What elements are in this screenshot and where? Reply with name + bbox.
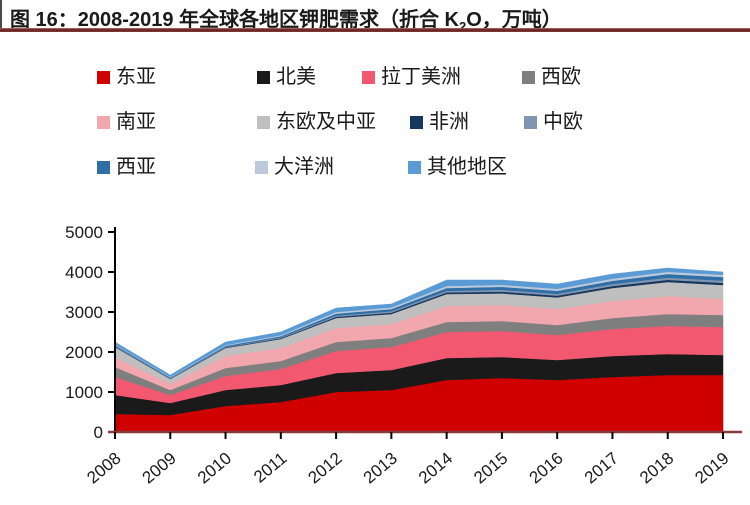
y-tick-label: 5000: [65, 223, 103, 242]
legend-item-central-europe: 中欧: [524, 107, 644, 137]
legend-swatch-east-europe-central-asia: [257, 115, 270, 129]
x-tick-label: 2016: [526, 449, 567, 488]
legend-swatch-central-europe: [524, 115, 537, 129]
x-tick-label: 2010: [194, 449, 235, 488]
y-tick-label: 1000: [65, 383, 103, 402]
legend-item-africa: 非洲: [410, 107, 524, 137]
legend-item-south-asia: 南亚: [97, 107, 257, 137]
legend-swatch-others: [408, 160, 421, 174]
y-tick-label: 3000: [65, 303, 103, 322]
figure-title-subscript: 2: [459, 19, 467, 34]
legend-swatch-south-asia: [97, 115, 110, 129]
legend-item-east-europe-central-asia: 东欧及中亚: [257, 107, 410, 137]
legend-item-latin-america: 拉丁美洲: [362, 62, 522, 92]
legend-label-east-asia: 东亚: [116, 66, 156, 88]
x-tick-label: 2011: [250, 449, 290, 487]
x-tick-label: 2009: [139, 449, 180, 488]
y-tick-label: 0: [94, 423, 103, 442]
legend-item-west-europe: 西欧: [522, 62, 642, 92]
legend-label-east-europe-central-asia: 东欧及中亚: [276, 111, 376, 133]
legend-label-west-europe: 西欧: [541, 66, 581, 88]
figure-title-text: 图 16：2008-2019 年全球各地区钾肥需求（折合 K: [10, 9, 460, 31]
legend-label-africa: 非洲: [429, 111, 469, 133]
x-tick-label: 2014: [415, 449, 456, 488]
legend-swatch-africa: [410, 115, 423, 129]
legend-row: 南亚 东欧及中亚 非洲 中欧: [97, 107, 737, 137]
legend-label-south-asia: 南亚: [116, 111, 156, 133]
legend-item-west-asia: 西亚: [97, 152, 255, 182]
stacked-area-chart: 0 1000 2000 3000 4000 5000 2008 2009 2010 2011 201…: [65, 223, 742, 488]
legend-label-west-asia: 西亚: [116, 156, 156, 178]
legend-swatch-east-asia: [97, 70, 110, 84]
legend-swatch-west-asia: [97, 160, 110, 174]
legend-label-others: 其他地区: [427, 156, 507, 178]
x-tick-label: 2018: [636, 449, 677, 488]
x-tick-label: 2008: [83, 449, 124, 488]
chart-legend: 东亚 北美 拉丁美洲 西欧南亚 东欧及中亚 非洲 中欧西亚 大洋洲 其他地区: [97, 62, 737, 197]
legend-item-east-asia: 东亚: [97, 62, 257, 92]
area-others: [114, 267, 724, 378]
legend-label-latin-america: 拉丁美洲: [381, 66, 461, 88]
x-tick-label: 2019: [691, 449, 732, 488]
y-tick-label: 4000: [65, 263, 103, 282]
legend-swatch-west-europe: [522, 70, 535, 84]
legend-swatch-north-america: [257, 70, 270, 84]
legend-row: 东亚 北美 拉丁美洲 西欧: [97, 62, 737, 92]
title-divider: [0, 28, 750, 32]
x-tick-label: 2012: [304, 449, 345, 488]
figure-title-suffix: O，万吨）: [466, 9, 562, 31]
legend-item-north-america: 北美: [257, 62, 362, 92]
legend-label-north-america: 北美: [276, 66, 316, 88]
x-tick-label: 2013: [360, 449, 401, 488]
legend-item-others: 其他地区: [408, 152, 568, 182]
legend-swatch-oceania: [255, 160, 268, 174]
x-tick-label: 2015: [470, 449, 511, 488]
chart-area: 0 1000 2000 3000 4000 5000 2008 2009 2010 2011 201…: [0, 205, 750, 500]
y-tick-label: 2000: [65, 343, 103, 362]
x-tick-label: 2017: [581, 449, 622, 488]
legend-label-oceania: 大洋洲: [274, 156, 334, 178]
legend-label-central-europe: 中欧: [543, 111, 583, 133]
figure-title: 图 16：2008-2019 年全球各地区钾肥需求（折合 K2O，万吨）: [0, 0, 750, 34]
legend-swatch-latin-america: [362, 70, 375, 84]
legend-item-oceania: 大洋洲: [255, 152, 408, 182]
legend-row: 西亚 大洋洲 其他地区: [97, 152, 737, 182]
